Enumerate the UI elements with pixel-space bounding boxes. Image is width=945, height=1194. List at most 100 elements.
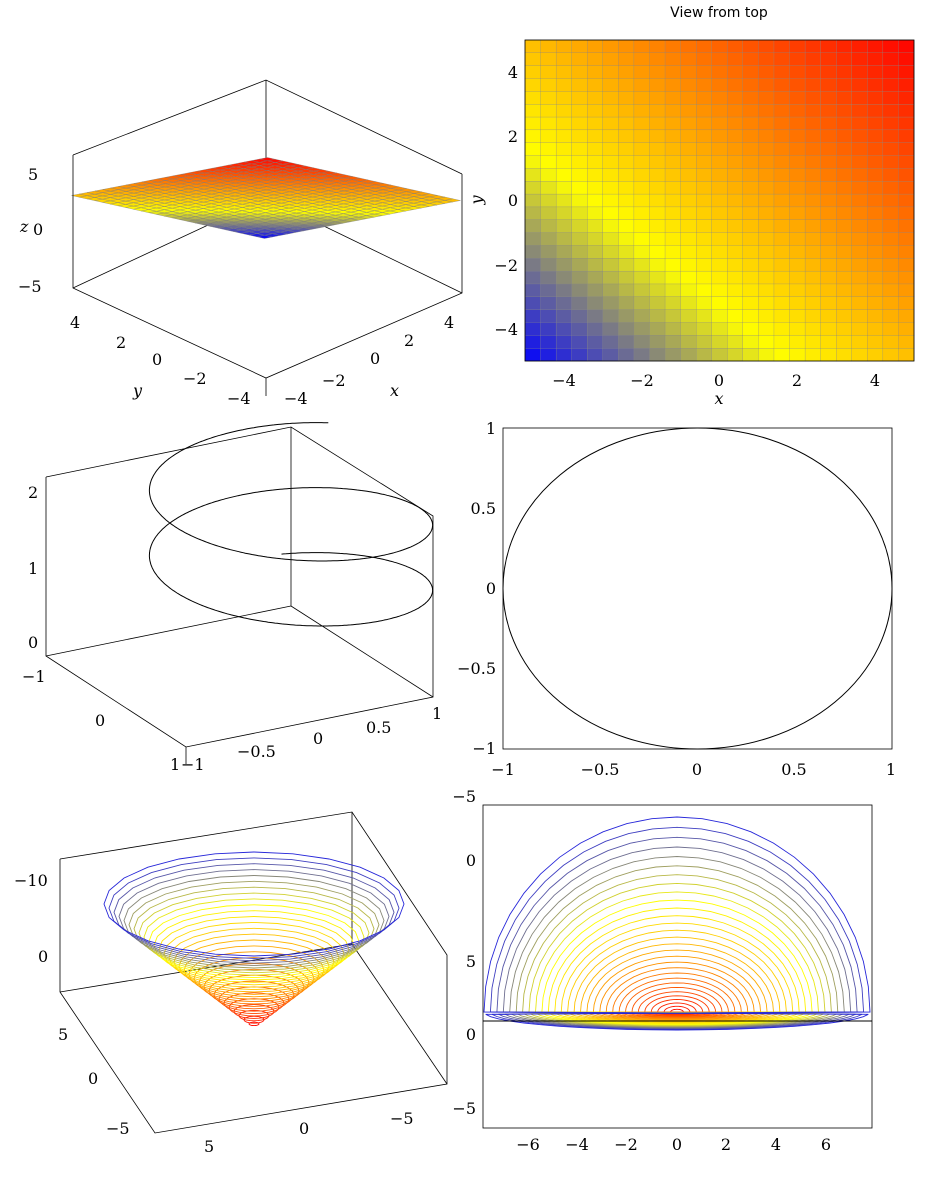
- heatmap-cell: [742, 129, 759, 144]
- heatmap-cell: [898, 52, 915, 67]
- heatmap-cell: [898, 232, 915, 246]
- heatmap-cell: [587, 155, 604, 169]
- heatmap-cell: [882, 322, 899, 336]
- heatmap-cell: [571, 283, 588, 298]
- heatmap-cell: [680, 52, 697, 67]
- heatmap-cell: [680, 270, 697, 285]
- heatmap-cell: [680, 78, 697, 92]
- heatmap-cell: [867, 270, 884, 285]
- heatmap-cell: [789, 168, 806, 182]
- heatmap-cell: [664, 181, 681, 195]
- heatmap-cell: [649, 52, 666, 67]
- heatmap-cell: [540, 52, 557, 67]
- x-tick-label: −2: [630, 371, 654, 390]
- heatmap-cell: [696, 168, 713, 182]
- heatmap-cell: [804, 193, 821, 208]
- heatmap-cell: [571, 258, 588, 272]
- plot-frame: [502, 427, 893, 750]
- heatmap-cell: [804, 219, 821, 233]
- heatmap-cell: [836, 232, 853, 246]
- heatmap-cell: [804, 181, 821, 195]
- heatmap-cell: [882, 258, 899, 272]
- x-tick-label: 2: [404, 331, 414, 350]
- heatmap-cell: [882, 232, 899, 246]
- x-tick-label: 4: [444, 313, 454, 332]
- x-tick-label: −6: [516, 1135, 540, 1154]
- heatmap-cell: [820, 296, 837, 310]
- heatmap-cell: [867, 78, 884, 92]
- heatmap-cell: [867, 296, 884, 310]
- heatmap-cell: [571, 270, 588, 285]
- heatmap-cell: [633, 322, 650, 336]
- heatmap-cell: [789, 322, 806, 336]
- heatmap-cell: [555, 232, 573, 246]
- heatmap-cell: [571, 335, 588, 349]
- heatmap-cell: [820, 206, 837, 221]
- heatmap-cell: [633, 193, 650, 208]
- heatmap-cell: [540, 258, 557, 272]
- heatmap-cell: [587, 245, 604, 259]
- x-tick-label: 0.5: [366, 718, 391, 737]
- heatmap-cell: [836, 52, 853, 67]
- heatmap-cell: [571, 78, 588, 92]
- heatmap-cell: [618, 129, 635, 144]
- heatmap-cell: [851, 283, 868, 298]
- heatmap-cell: [696, 283, 713, 298]
- heatmap-cell: [758, 181, 775, 195]
- heatmap-cell: [851, 193, 868, 208]
- heatmap-cell: [789, 116, 806, 131]
- heatmap-cell: [524, 142, 541, 156]
- heatmap-cell: [680, 219, 697, 233]
- heatmap-cell: [524, 168, 541, 182]
- heatmap-cell: [727, 91, 744, 105]
- heatmap-cell: [696, 181, 713, 195]
- heatmap-cell: [758, 193, 775, 208]
- heatmap-cell: [711, 309, 728, 323]
- heatmap-cell: [804, 155, 821, 169]
- heatmap-cell: [727, 168, 744, 182]
- surface-patch: [259, 157, 276, 161]
- heatmap-cell: [727, 348, 744, 362]
- heatmap-cell: [618, 52, 635, 67]
- heatmap-cell: [851, 322, 868, 336]
- contour-ring: [605, 967, 749, 1020]
- heatmap-cell: [524, 181, 541, 195]
- heatmap-cell: [758, 283, 775, 298]
- heatmap-cell: [680, 283, 697, 298]
- heatmap-cell: [758, 232, 775, 246]
- heatmap-cell: [820, 270, 837, 285]
- heatmap-cell: [882, 39, 899, 54]
- heatmap-cell: [882, 193, 899, 208]
- top-view-plot: View from top 4 2 0 −2 −4 y −4 −2 0 2 4 …: [467, 5, 915, 408]
- heatmap-cell: [571, 219, 588, 233]
- heatmap-cell: [851, 142, 868, 156]
- y-tick-label: −4: [227, 389, 251, 408]
- heatmap-cell: [540, 219, 557, 233]
- heatmap-cell: [727, 65, 744, 79]
- heatmap-cell: [867, 335, 884, 349]
- heatmap-cell: [649, 232, 666, 246]
- heatmap-cell: [664, 335, 681, 349]
- heatmap-cell: [664, 322, 681, 336]
- heatmap-cell: [836, 335, 853, 349]
- heatmap-cell: [898, 78, 915, 92]
- plot-frame: [524, 39, 915, 362]
- heatmap-cell: [711, 104, 728, 118]
- heatmap-cell: [680, 104, 697, 118]
- heatmap-cell: [680, 309, 697, 323]
- heatmap-cell: [649, 181, 666, 195]
- heatmap-cell: [742, 104, 759, 118]
- heatmap-cell: [524, 283, 541, 298]
- heatmap-cell: [820, 78, 837, 92]
- x-tick-label: 0: [714, 371, 724, 390]
- heatmap-cell: [524, 245, 541, 259]
- heatmap-cell: [555, 104, 573, 118]
- heatmap-cell: [649, 219, 666, 233]
- heatmap-cell: [633, 245, 650, 259]
- heatmap-cell: [571, 206, 588, 221]
- heatmap-cell: [524, 219, 541, 233]
- heatmap-cell: [851, 155, 868, 169]
- heatmap-cell: [711, 116, 728, 131]
- heatmap-cell: [555, 52, 573, 67]
